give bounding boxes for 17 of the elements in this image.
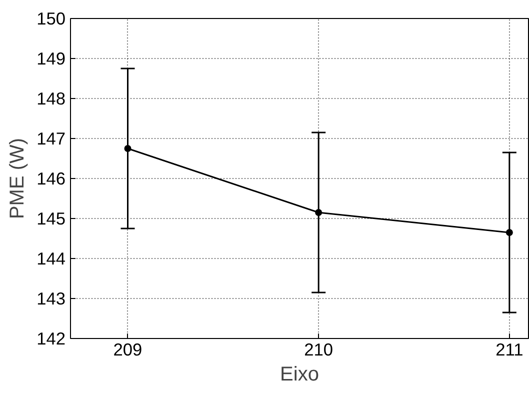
x-tick-label: 210	[304, 340, 334, 360]
y-tick-label: 148	[36, 88, 66, 108]
y-axis-title: PME (W)	[6, 138, 29, 220]
point	[124, 145, 132, 152]
x-tick-label: 211	[496, 340, 524, 360]
y-tick-label: 142	[36, 328, 66, 348]
y-tick-label: 146	[36, 168, 66, 188]
y-tick-label: 145	[36, 208, 66, 228]
y-tick-label: 149	[36, 48, 66, 68]
y-tick-label: 144	[36, 248, 66, 268]
y-tick-label: 143	[36, 288, 66, 308]
point	[315, 209, 322, 216]
point	[506, 229, 513, 236]
x-tick-label: 209	[113, 340, 142, 360]
y-tick-label: 147	[36, 128, 66, 148]
y-tick-label: 150	[36, 8, 66, 28]
x-axis-title: Eixo	[280, 364, 319, 386]
